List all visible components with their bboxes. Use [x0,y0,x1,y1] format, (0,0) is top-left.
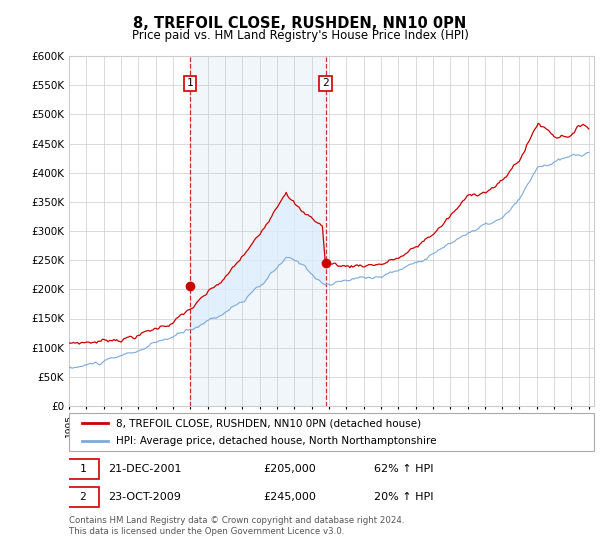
Text: 2: 2 [79,492,86,502]
Text: Price paid vs. HM Land Registry's House Price Index (HPI): Price paid vs. HM Land Registry's House … [131,29,469,42]
FancyBboxPatch shape [67,459,99,478]
Text: Contains HM Land Registry data © Crown copyright and database right 2024.
This d: Contains HM Land Registry data © Crown c… [69,516,404,536]
Text: £205,000: £205,000 [263,464,316,474]
Text: 2: 2 [322,78,329,88]
Text: 8, TREFOIL CLOSE, RUSHDEN, NN10 0PN: 8, TREFOIL CLOSE, RUSHDEN, NN10 0PN [133,16,467,31]
Text: HPI: Average price, detached house, North Northamptonshire: HPI: Average price, detached house, Nort… [116,436,437,446]
Text: 21-DEC-2001: 21-DEC-2001 [109,464,182,474]
Text: 1: 1 [187,78,193,88]
Text: 1: 1 [79,464,86,474]
FancyBboxPatch shape [69,413,594,451]
FancyBboxPatch shape [67,487,99,506]
Text: 8, TREFOIL CLOSE, RUSHDEN, NN10 0PN (detached house): 8, TREFOIL CLOSE, RUSHDEN, NN10 0PN (det… [116,418,421,428]
Text: £245,000: £245,000 [263,492,316,502]
Bar [190,56,326,406]
Text: 62% ↑ HPI: 62% ↑ HPI [373,464,433,474]
Text: 20% ↑ HPI: 20% ↑ HPI [373,492,433,502]
Text: 23-OCT-2009: 23-OCT-2009 [109,492,181,502]
